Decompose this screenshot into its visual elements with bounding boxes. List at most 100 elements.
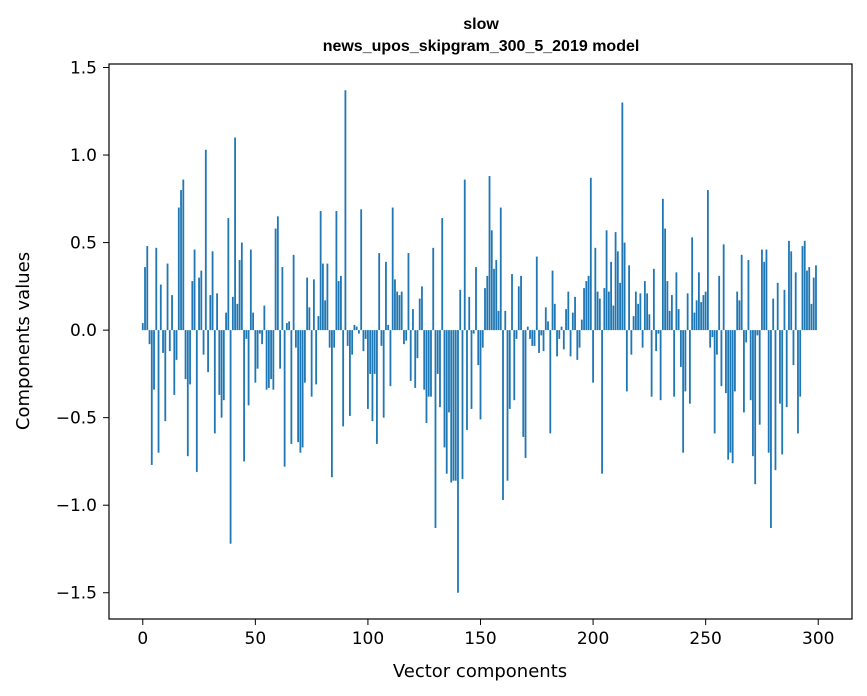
bar [166,263,169,331]
bar [288,321,291,331]
bar [191,281,194,331]
bar [315,330,318,385]
bar [155,247,158,331]
bar [655,330,658,352]
bar [459,289,462,331]
bar [513,330,516,401]
bar [204,149,207,331]
bar [405,330,408,341]
bar [227,218,230,331]
bar [324,300,327,331]
bar [425,330,428,423]
bar [218,330,221,395]
bar [738,300,741,331]
bar [303,330,306,383]
bar [743,330,745,413]
bar-series [141,90,817,593]
bar [234,137,236,331]
bar [213,330,216,434]
bar [270,330,273,380]
bar [193,249,196,331]
bar [603,288,606,331]
bar [225,312,227,331]
bar [727,330,730,460]
bar [477,330,480,366]
bar [785,330,788,408]
bar [306,277,309,331]
bar [520,275,522,331]
bar [209,295,212,331]
bar [319,211,322,331]
bar [281,267,284,331]
bar [535,256,538,331]
bar [346,330,349,346]
chart-title-line1: slow [463,16,499,33]
bar [682,330,685,453]
bar [745,330,748,343]
bar [688,330,691,404]
bar [646,293,649,331]
bar [380,330,383,346]
bar [321,263,324,331]
bar [337,281,340,331]
bar [351,330,354,355]
bar [558,330,561,339]
bar [497,310,500,331]
bar [247,330,250,406]
bar [592,330,594,383]
bar [628,265,630,331]
bar [439,330,441,408]
bar [583,288,585,331]
bar [427,330,430,397]
bar [159,284,162,331]
bar [373,330,376,374]
bar [675,272,678,331]
bar [619,282,621,331]
bar [679,330,682,367]
bar [292,254,295,331]
bar [668,310,671,331]
bar [754,330,757,485]
bar [490,230,493,331]
bar [198,277,200,331]
bar [355,326,358,331]
bar [164,330,167,422]
bar [634,291,637,331]
bar [707,190,709,331]
bar [711,330,714,338]
x-tick-label: 0 [137,629,148,649]
bar [567,291,570,331]
bar [632,316,635,331]
bar [524,330,527,458]
bar [531,330,534,346]
bar [301,330,304,448]
bar [657,330,660,334]
y-tick-label: 1.5 [70,59,97,79]
bar [594,247,597,331]
bar [578,330,581,348]
bar [430,330,432,397]
x-tick-label: 250 [689,629,721,649]
bar [376,330,378,444]
y-tick-label: 0.0 [70,321,97,341]
bar [641,330,644,348]
bar [211,251,214,331]
bar [734,330,736,392]
bar [722,244,725,331]
bar [396,291,399,331]
bar [560,326,563,331]
bar [238,260,241,331]
bar [333,330,336,348]
x-tick-label: 300 [802,629,834,649]
bar [369,330,372,374]
bar [243,330,245,462]
y-axis-label: Components values [13,252,34,430]
bar [488,176,491,331]
bar [475,267,477,331]
bar [659,330,662,401]
bar [670,295,673,331]
bar [184,330,187,380]
bar [448,330,450,413]
bar [767,330,770,453]
bar [720,330,723,387]
